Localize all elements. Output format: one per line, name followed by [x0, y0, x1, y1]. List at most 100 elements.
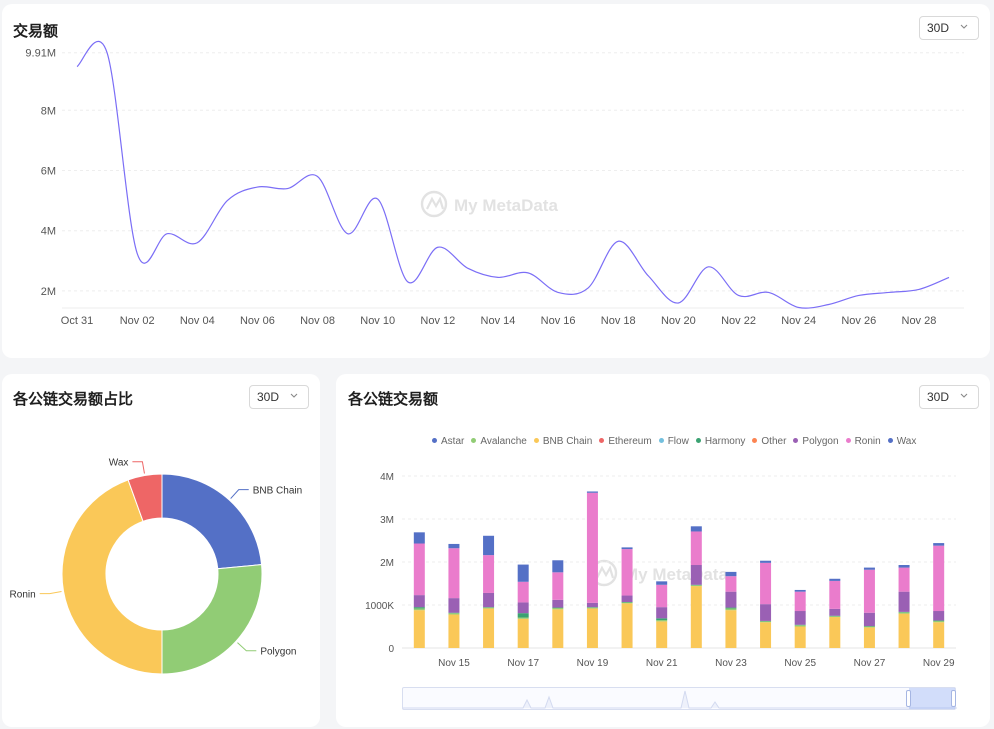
- bar-segment-ronin[interactable]: [794, 591, 806, 612]
- donut-slice-bnb-chain[interactable]: [161, 473, 263, 570]
- legend-item-ronin[interactable]: Ronin: [845, 436, 881, 447]
- legend-item-harmony[interactable]: Harmony: [695, 436, 745, 447]
- donut-slice-polygon[interactable]: [161, 564, 263, 675]
- donut-slice-wax[interactable]: [127, 473, 163, 522]
- bar-segment-avalanche[interactable]: [863, 626, 875, 628]
- bar-segment-avalanche[interactable]: [760, 621, 772, 623]
- bar-segment-polygon[interactable]: [690, 565, 702, 585]
- bar-segment-avalanche[interactable]: [656, 620, 668, 622]
- bar-segment-astar[interactable]: [413, 532, 425, 544]
- bar-segment-bnb-chain[interactable]: [933, 622, 945, 648]
- legend-item-astar[interactable]: Astar: [432, 436, 464, 447]
- bar-segment-avalanche[interactable]: [725, 608, 737, 611]
- legend-item-bnb-chain[interactable]: BNB Chain: [533, 436, 592, 447]
- bar-segment-bnb-chain[interactable]: [552, 609, 564, 648]
- donut-slice-ronin[interactable]: [61, 479, 163, 675]
- legend-item-ethereum[interactable]: Ethereum: [599, 436, 652, 447]
- bar-segment-astar[interactable]: [933, 543, 945, 546]
- bar-segment-ronin[interactable]: [621, 549, 633, 596]
- bar-segment-polygon[interactable]: [656, 607, 668, 619]
- legend-item-wax[interactable]: Wax: [887, 436, 916, 447]
- bar-segment-harmony[interactable]: [517, 613, 529, 618]
- bar-segment-polygon[interactable]: [413, 595, 425, 608]
- bar-segment-polygon[interactable]: [517, 602, 529, 614]
- bar-segment-avalanche[interactable]: [898, 612, 910, 614]
- bar-segment-avalanche[interactable]: [829, 616, 841, 618]
- bar-segment-bnb-chain[interactable]: [621, 603, 633, 648]
- bar-segment-harmony[interactable]: [656, 618, 668, 621]
- data-zoom-slider[interactable]: [402, 687, 957, 710]
- bar-segment-polygon[interactable]: [898, 591, 910, 612]
- range-select[interactable]: 30D: [919, 16, 979, 40]
- bar-segment-bnb-chain[interactable]: [448, 614, 460, 648]
- bar-segment-polygon[interactable]: [829, 608, 841, 616]
- bar-segment-astar[interactable]: [898, 565, 910, 568]
- bar-segment-astar[interactable]: [552, 560, 564, 573]
- bar-segment-bnb-chain[interactable]: [898, 613, 910, 648]
- legend-item-polygon[interactable]: Polygon: [793, 436, 839, 447]
- legend-item-avalanche[interactable]: Avalanche: [471, 436, 527, 447]
- bar-segment-harmony[interactable]: [725, 607, 737, 609]
- bar-segment-astar[interactable]: [794, 589, 806, 592]
- bar-segment-astar[interactable]: [656, 581, 668, 585]
- bar-segment-astar[interactable]: [448, 543, 460, 549]
- bar-segment-polygon[interactable]: [448, 598, 460, 613]
- bar-segment-avalanche[interactable]: [621, 602, 633, 604]
- bar-segment-ronin[interactable]: [933, 545, 945, 612]
- slider-handle-right[interactable]: [951, 690, 956, 707]
- slider-handle-left[interactable]: [906, 690, 911, 707]
- bar-segment-astar[interactable]: [690, 526, 702, 532]
- bar-segment-astar[interactable]: [863, 567, 875, 570]
- bar-segment-ronin[interactable]: [829, 580, 841, 609]
- bar-segment-bnb-chain[interactable]: [760, 622, 772, 648]
- bar-segment-polygon[interactable]: [933, 611, 945, 621]
- bar-segment-bnb-chain[interactable]: [413, 610, 425, 648]
- bar-segment-polygon[interactable]: [621, 595, 633, 602]
- bar-segment-bnb-chain[interactable]: [656, 621, 668, 648]
- bar-segment-astar[interactable]: [517, 564, 529, 582]
- bar-segment-avalanche[interactable]: [552, 608, 564, 610]
- bar-segment-avalanche[interactable]: [933, 620, 945, 623]
- bar-segment-ronin[interactable]: [898, 567, 910, 592]
- bar-segment-bnb-chain[interactable]: [517, 618, 529, 648]
- bar-segment-polygon[interactable]: [794, 611, 806, 625]
- bar-segment-polygon[interactable]: [760, 604, 772, 621]
- bar-segment-astar[interactable]: [725, 571, 737, 577]
- range-select[interactable]: 30D: [249, 385, 309, 409]
- bar-segment-ronin[interactable]: [413, 543, 425, 596]
- bar-segment-bnb-chain[interactable]: [483, 608, 495, 648]
- bar-segment-polygon[interactable]: [552, 599, 564, 608]
- bar-segment-astar[interactable]: [483, 535, 495, 556]
- bar-segment-astar[interactable]: [621, 547, 633, 550]
- legend-item-other[interactable]: Other: [752, 436, 786, 447]
- bar-segment-bnb-chain[interactable]: [863, 627, 875, 648]
- bar-segment-polygon[interactable]: [586, 602, 598, 608]
- bar-segment-ronin[interactable]: [725, 576, 737, 592]
- bar-segment-bnb-chain[interactable]: [725, 610, 737, 648]
- range-select[interactable]: 30D: [919, 385, 979, 409]
- bar-segment-ronin[interactable]: [552, 572, 564, 600]
- bar-segment-avalanche[interactable]: [794, 625, 806, 627]
- bar-segment-ronin[interactable]: [586, 492, 598, 603]
- bar-segment-polygon[interactable]: [483, 592, 495, 608]
- bar-segment-ronin[interactable]: [448, 548, 460, 599]
- bar-segment-ronin[interactable]: [517, 581, 529, 603]
- bar-segment-avalanche[interactable]: [517, 617, 529, 619]
- bar-segment-ronin[interactable]: [483, 555, 495, 593]
- bar-segment-polygon[interactable]: [863, 612, 875, 627]
- bar-segment-astar[interactable]: [829, 578, 841, 581]
- slider-selection[interactable]: [909, 688, 955, 709]
- bar-segment-polygon[interactable]: [725, 591, 737, 608]
- bar-segment-bnb-chain[interactable]: [794, 626, 806, 649]
- bar-segment-harmony[interactable]: [413, 607, 425, 609]
- bar-segment-avalanche[interactable]: [586, 607, 598, 609]
- bar-segment-bnb-chain[interactable]: [829, 617, 841, 648]
- bar-segment-bnb-chain[interactable]: [586, 608, 598, 648]
- bar-segment-avalanche[interactable]: [483, 607, 495, 609]
- bar-segment-avalanche[interactable]: [448, 613, 460, 615]
- bar-segment-bnb-chain[interactable]: [690, 586, 702, 648]
- bar-segment-avalanche[interactable]: [413, 608, 425, 611]
- bar-segment-ronin[interactable]: [656, 584, 668, 608]
- bar-segment-ronin[interactable]: [760, 562, 772, 605]
- bar-segment-ronin[interactable]: [863, 569, 875, 613]
